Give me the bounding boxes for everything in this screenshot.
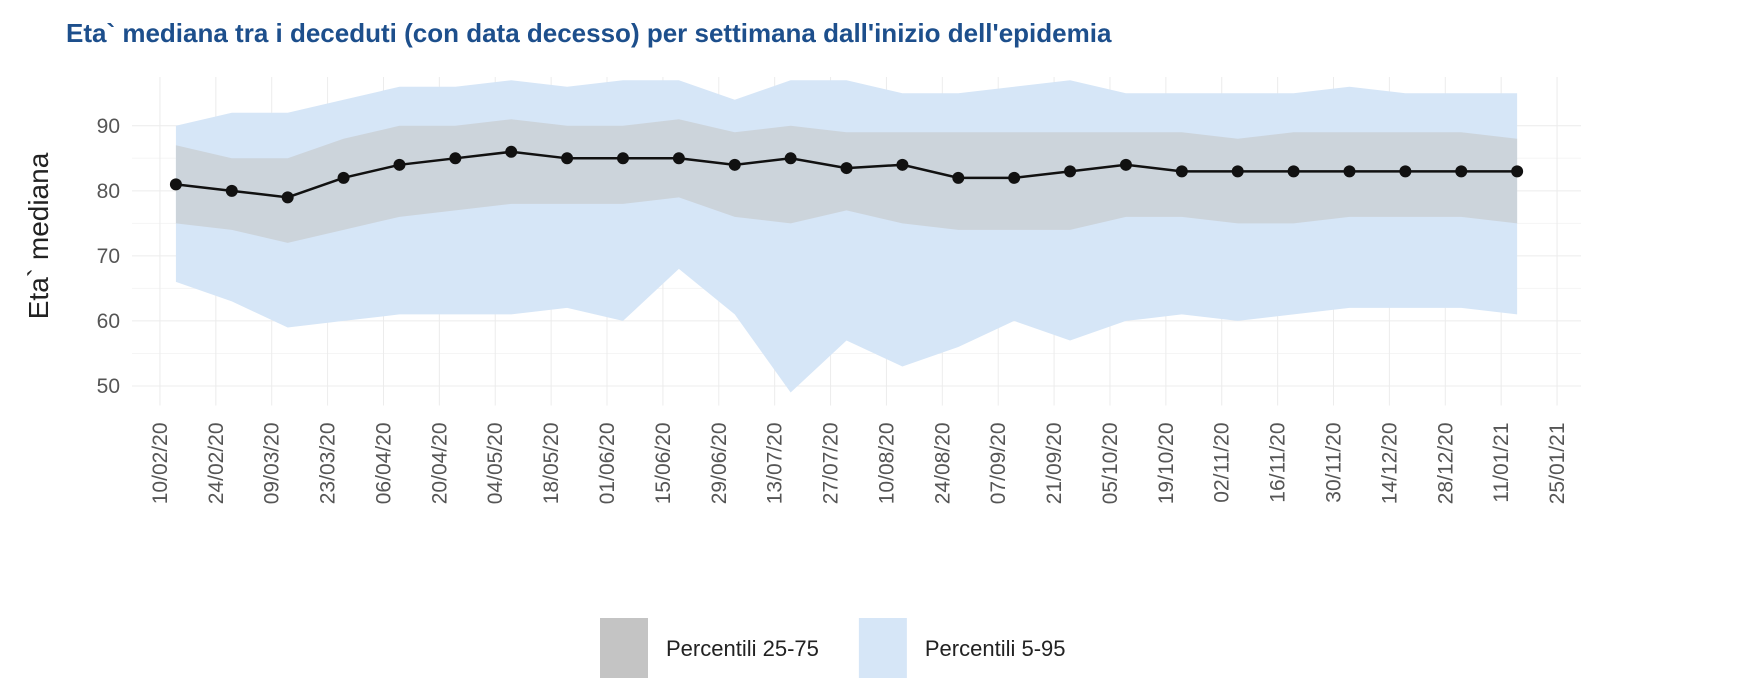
x-tick-label: 01/06/20: [596, 423, 619, 505]
x-tick-label: 09/03/20: [261, 423, 284, 505]
median-point: [1175, 165, 1188, 178]
x-tick-label: 23/03/20: [317, 423, 340, 505]
x-tick-label: 05/10/20: [1099, 423, 1122, 505]
x-tick-label: 27/07/20: [820, 423, 843, 505]
x-tick-label: 24/08/20: [931, 423, 954, 505]
median-point: [1343, 165, 1356, 178]
legend-label: Percentili 5-95: [925, 636, 1066, 661]
legend-label: Percentili 25-75: [666, 636, 819, 661]
x-tick-label: 21/09/20: [1043, 423, 1066, 505]
x-tick-label: 15/06/20: [652, 423, 675, 505]
y-tick-label: 50: [97, 375, 120, 398]
median-point: [728, 158, 741, 171]
median-point: [1511, 165, 1524, 178]
median-point: [672, 152, 685, 165]
median-point: [337, 171, 350, 184]
median-point: [505, 145, 518, 158]
median-point: [1119, 158, 1132, 171]
percentile-band: [175, 80, 1518, 393]
y-tick-label: 90: [97, 115, 120, 138]
y-tick-label: 70: [97, 245, 120, 268]
x-tick-label: 07/09/20: [987, 423, 1010, 505]
median-point: [1455, 165, 1468, 178]
median-point: [449, 152, 462, 165]
x-tick-label: 10/02/20: [149, 423, 172, 505]
median-point: [1008, 171, 1021, 184]
x-tick-label: 13/07/20: [764, 423, 787, 505]
x-tick-label: 30/11/20: [1323, 423, 1346, 503]
median-point: [1064, 165, 1077, 178]
median-point: [1231, 165, 1244, 178]
x-tick-label: 18/05/20: [540, 423, 563, 505]
median-point: [561, 152, 574, 165]
median-point: [281, 191, 294, 204]
median-point: [169, 178, 182, 191]
median-point: [393, 158, 406, 171]
chart-title: Eta` mediana tra i deceduti (con data de…: [66, 18, 1112, 48]
x-tick-label: 25/01/21: [1546, 423, 1569, 505]
x-tick-label: 20/04/20: [428, 423, 451, 505]
x-tick-label: 19/10/20: [1155, 423, 1178, 505]
median-point: [616, 152, 629, 165]
x-tick-label: 29/06/20: [708, 423, 731, 505]
x-tick-label: 04/05/20: [484, 423, 507, 505]
median-point: [952, 171, 965, 184]
median-point: [784, 152, 797, 165]
x-tick-label: 10/08/20: [875, 423, 898, 505]
median-point: [840, 162, 853, 175]
x-tick-label: 14/12/20: [1378, 423, 1401, 505]
legend-swatch: [858, 618, 907, 678]
median-point: [1399, 165, 1412, 178]
y-axis-label: Eta` mediana: [23, 152, 54, 319]
x-tick-label: 06/04/20: [372, 423, 395, 505]
y-tick-label: 60: [97, 310, 120, 333]
x-tick-label: 24/02/20: [205, 423, 228, 505]
x-tick-label: 02/11/20: [1211, 423, 1234, 503]
median-point: [1287, 165, 1300, 178]
y-tick-label: 80: [97, 180, 120, 203]
x-tick-label: 16/11/20: [1267, 423, 1290, 503]
x-tick-label: 28/12/20: [1434, 423, 1457, 505]
median-point: [896, 158, 909, 171]
x-tick-label: 11/01/21: [1490, 423, 1513, 503]
legend-swatch: [600, 618, 648, 678]
median-point: [225, 184, 238, 197]
